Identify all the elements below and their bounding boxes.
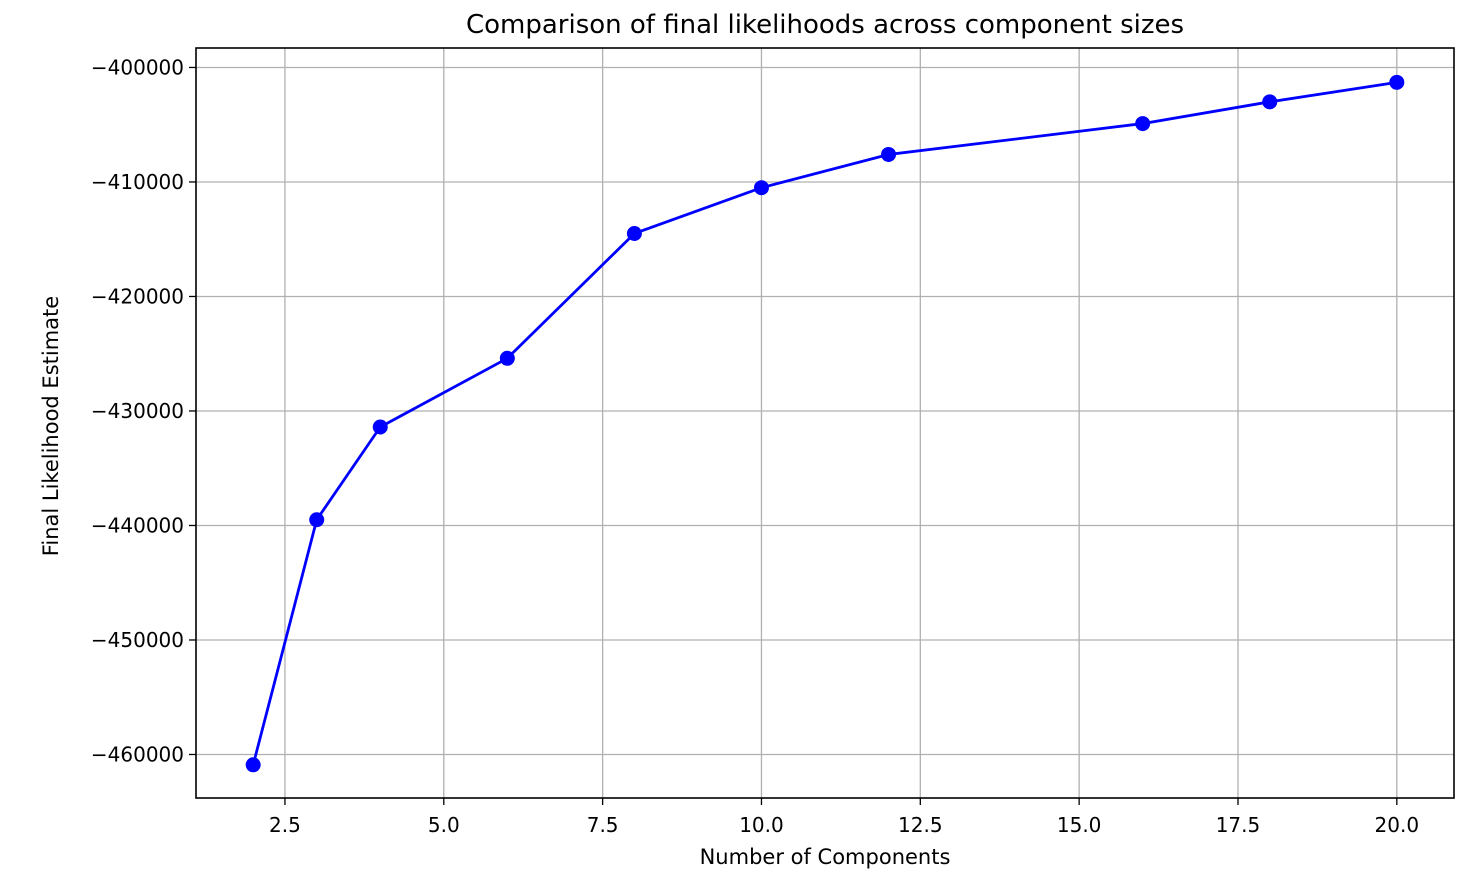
chart-title: Comparison of final likelihoods across c… (466, 10, 1184, 40)
data-point (626, 225, 642, 241)
data-point (245, 757, 261, 773)
data-point (881, 146, 897, 162)
series-line (251, 80, 1398, 766)
data-point (753, 180, 769, 196)
x-tick-label: 10.0 (739, 813, 784, 837)
y-tick-label: −430000 (91, 399, 184, 423)
x-tick-label: 12.5 (898, 813, 943, 837)
data-point (1262, 94, 1278, 110)
x-tick-label: 15.0 (1057, 813, 1102, 837)
data-point (372, 419, 388, 435)
y-tick-label: −440000 (91, 513, 184, 537)
data-point (309, 512, 325, 528)
y-tick-label: −410000 (91, 170, 184, 194)
series-layer (245, 74, 1405, 773)
data-point (499, 350, 515, 366)
x-tick-label: 5.0 (428, 813, 460, 837)
x-tick-label: 2.5 (269, 813, 301, 837)
x-tick-label: 17.5 (1216, 813, 1261, 837)
data-point (1135, 116, 1151, 132)
y-tick-label: −460000 (91, 742, 184, 766)
y-axis-label: Final Likelihood Estimate (39, 296, 63, 556)
plot-frame (195, 47, 1455, 799)
y-tick-label: −400000 (91, 55, 184, 79)
x-axis-label: Number of Components (700, 845, 951, 869)
y-tick-label: −450000 (91, 628, 184, 652)
grid-layer (196, 48, 1454, 798)
x-tick-label: 20.0 (1375, 813, 1420, 837)
ticks-layer: 2.5 5.0 7.5 10.0 12.5 15.0 17.5 20.0 −400000 −410… (91, 55, 1419, 837)
x-tick-label: 7.5 (587, 813, 619, 837)
y-tick-label: −420000 (91, 284, 184, 308)
data-point (1389, 74, 1405, 90)
